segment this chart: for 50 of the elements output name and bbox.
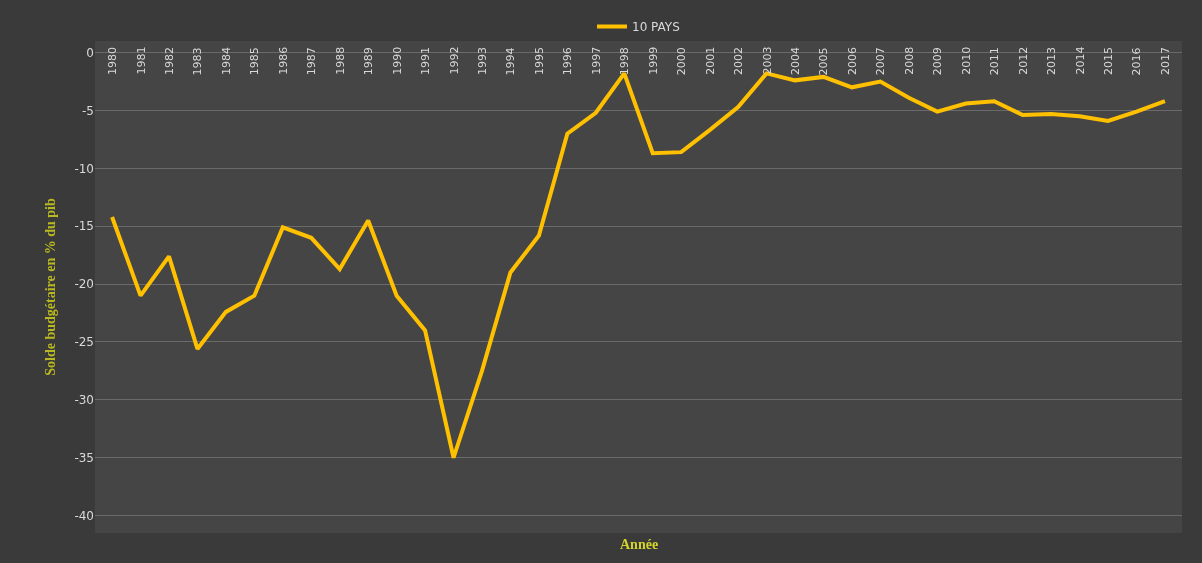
x-tick-label: 1988	[333, 46, 347, 75]
legend-label: 10 PAYS	[632, 20, 680, 35]
x-tick-label: 1986	[276, 46, 290, 75]
y-tick-label: -30	[74, 393, 94, 408]
x-tick-label: 1991	[419, 47, 433, 76]
y-tick-label: -25	[74, 335, 94, 350]
x-tick-label: 2000	[675, 47, 689, 76]
x-tick-label: 1992	[447, 46, 461, 75]
y-tick-label: -15	[74, 219, 94, 234]
x-tick-label: 2004	[789, 47, 803, 76]
x-tick-label: 2017	[1158, 46, 1172, 75]
y-tick-label: -20	[74, 277, 94, 292]
x-tick-label: 2007	[874, 47, 888, 76]
x-tick-label: 1990	[390, 46, 404, 75]
x-tick-label: 1994	[504, 47, 518, 76]
x-tick-label: 2008	[902, 46, 916, 75]
y-tick-label: -40	[74, 508, 94, 523]
x-tick-label: 2013	[1045, 47, 1059, 76]
x-axis-title: Année	[620, 537, 659, 552]
x-tick-label: 2003	[760, 46, 774, 75]
x-tick-label: 1993	[475, 46, 489, 75]
x-tick-label: 1982	[162, 46, 176, 75]
x-tick-label: 1980	[106, 47, 120, 76]
y-axis-title: Solde budgétaire en % du pib	[42, 198, 58, 376]
x-tick-label: 2006	[845, 46, 859, 75]
x-tick-label: 2016	[1130, 47, 1144, 76]
x-tick-label: 1995	[532, 46, 546, 75]
x-tick-label: 2009	[931, 47, 945, 76]
x-tick-label: 1999	[646, 46, 660, 75]
x-tick-label: 1989	[362, 47, 376, 76]
x-tick-label: 2012	[1016, 46, 1030, 75]
x-tick-label: 1998	[618, 47, 632, 76]
x-tick-label: 2014	[1073, 46, 1087, 75]
x-tick-label: 2015	[1102, 47, 1116, 76]
x-tick-label: 1985	[248, 47, 262, 76]
x-tick-label: 1981	[134, 46, 148, 75]
x-tick-label: 1984	[219, 46, 233, 75]
x-tick-label: 1997	[589, 46, 603, 75]
x-tick-label: 2001	[703, 46, 717, 75]
x-tick-label: 2011	[988, 47, 1002, 76]
y-tick-label: -10	[74, 161, 94, 176]
x-tick-label: 1983	[191, 47, 205, 76]
x-tick-label: 2005	[817, 47, 831, 76]
x-tick-label: 2010	[959, 46, 973, 75]
x-tick-label: 1987	[305, 47, 319, 76]
x-tick-label: 2002	[732, 47, 746, 76]
x-tick-label: 1996	[561, 47, 575, 76]
y-tick-label: -5	[82, 103, 94, 118]
y-tick-label: 0	[86, 45, 94, 60]
y-tick-label: -35	[74, 450, 94, 465]
